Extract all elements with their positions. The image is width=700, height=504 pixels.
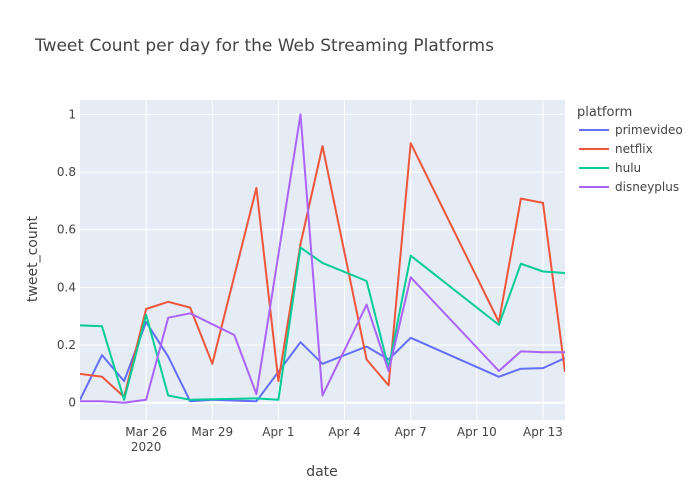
- y-tick-label: 0.6: [57, 223, 76, 237]
- series-line-disneyplus: [80, 113, 565, 404]
- x-tick-label: Apr 10: [457, 425, 497, 439]
- x-tick-label: Mar 29: [191, 425, 233, 439]
- legend-label: netflix: [615, 142, 653, 156]
- x-tick-label: Mar 26: [125, 425, 167, 439]
- legend-label: primevideo: [615, 123, 683, 137]
- y-tick-label: 0.8: [57, 165, 76, 179]
- series-line-netflix: [80, 142, 565, 398]
- legend-title: platform: [577, 105, 632, 120]
- x-tick-label: Apr 13: [523, 425, 563, 439]
- y-tick-label: 1: [68, 107, 76, 121]
- legend-label: hulu: [615, 161, 641, 175]
- y-axis-ticks: 0 0.2 0.4 0.6 0.8 1: [57, 107, 76, 409]
- legend[interactable]: platform primevideo netflix hulu disneyplus: [577, 105, 683, 194]
- y-tick-label: 0.2: [57, 338, 76, 352]
- x-tick-label: Apr 1: [262, 425, 294, 439]
- legend-item-primevideo[interactable]: primevideo: [579, 123, 683, 137]
- y-axis-title: tweet_count: [25, 215, 41, 302]
- legend-item-hulu[interactable]: hulu: [579, 161, 641, 175]
- legend-items: primevideo netflix hulu disneyplus: [579, 123, 683, 194]
- legend-item-netflix[interactable]: netflix: [579, 142, 653, 156]
- x-tick-label: Apr 7: [395, 425, 427, 439]
- y-tick-label: 0.4: [57, 280, 76, 294]
- x-tick-label: Apr 4: [328, 425, 360, 439]
- y-tick-label: 0: [68, 396, 76, 410]
- series-lines: [80, 113, 565, 404]
- chart-title: Tweet Count per day for the Web Streamin…: [34, 36, 494, 56]
- series-line-hulu: [80, 246, 565, 401]
- x-tick-sublabel: 2020: [131, 440, 162, 454]
- legend-label: disneyplus: [615, 180, 679, 194]
- x-axis-title: date: [306, 464, 338, 480]
- legend-item-disneyplus[interactable]: disneyplus: [579, 180, 679, 194]
